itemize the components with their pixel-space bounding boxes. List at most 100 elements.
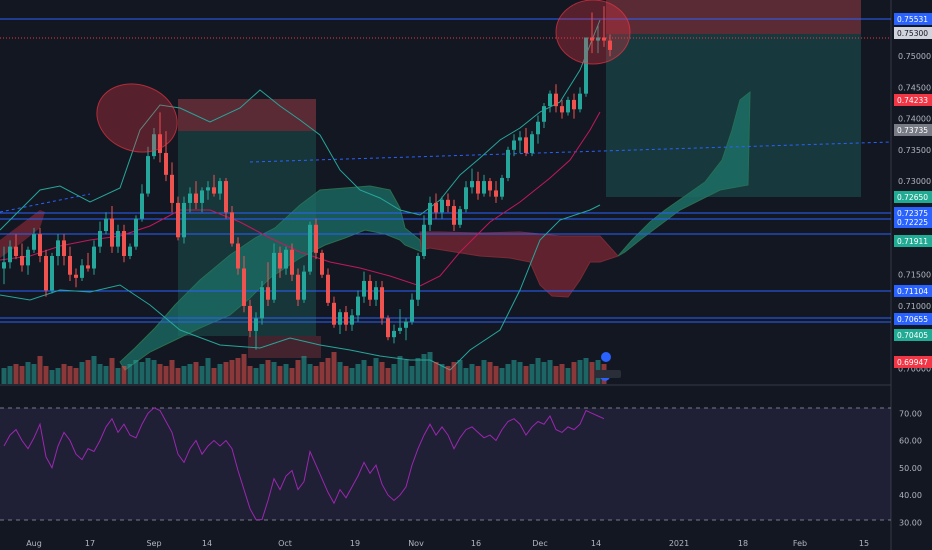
volume-bar (43, 366, 49, 384)
volume-bar (25, 362, 31, 384)
candle (92, 240, 96, 275)
candle (578, 87, 582, 113)
highlight-ellipse-sep-top (96, 83, 178, 153)
candle (266, 262, 270, 306)
volume-bar (349, 368, 355, 384)
volume-bar (19, 366, 25, 384)
candle (572, 93, 576, 119)
candle (140, 184, 144, 222)
volume-bar (379, 362, 385, 384)
candle (590, 12, 594, 54)
candle (338, 309, 342, 335)
candle (350, 309, 354, 331)
price-label: 0.70405 (894, 329, 932, 341)
horizontal-levels (0, 18, 891, 323)
volume-bars (1, 352, 607, 384)
rsi-tick-label: 60.00 (899, 437, 922, 446)
volume-bar (529, 364, 535, 384)
volume-bar (565, 368, 571, 384)
volume-bar (151, 360, 157, 384)
candle (194, 181, 198, 210)
time-tick-label: Dec (532, 539, 547, 548)
candle (44, 249, 48, 297)
time-tick-label: Nov (408, 539, 424, 548)
candle (386, 315, 390, 341)
trend-line-dashed-2 (249, 141, 892, 163)
volume-bar (145, 358, 151, 384)
volume-bar (301, 356, 307, 384)
price-tick-label: 0.74500 (898, 83, 931, 92)
volume-bar (79, 362, 85, 384)
candle (224, 177, 228, 219)
volume-bar (49, 370, 55, 384)
candle (356, 290, 360, 322)
price-tick-label: 0.73000 (898, 177, 931, 186)
candle (164, 131, 168, 182)
volume-bar (61, 364, 67, 384)
volume-bar (319, 362, 325, 384)
candle (74, 268, 78, 288)
candle (242, 256, 246, 313)
candle (602, 6, 606, 47)
candle (146, 146, 150, 197)
candle (122, 224, 126, 263)
volume-bar (469, 364, 475, 384)
volume-bar (559, 364, 565, 384)
candle (260, 280, 264, 325)
volume-bar (277, 366, 283, 384)
volume-bar (457, 360, 463, 384)
price-label: 0.75531 (894, 13, 932, 25)
candle (182, 196, 186, 244)
candle (176, 196, 180, 241)
ichimoku-cloud-bullish (119, 185, 423, 371)
volume-bar (193, 362, 199, 384)
volume-bar (229, 360, 235, 384)
time-axis: Aug 17 Sep 14 Oct 19 Nov 16 Dec 14 2021 18 Feb 15 (26, 539, 869, 548)
volume-bar (283, 364, 289, 384)
volume-bar (13, 364, 19, 384)
volume-bar (583, 358, 589, 384)
candle (428, 196, 432, 232)
candle (410, 293, 414, 325)
candle (272, 243, 276, 303)
candle (254, 312, 258, 350)
candle (362, 271, 366, 303)
candle (80, 259, 84, 281)
volume-bar (427, 352, 433, 384)
volume-bar (169, 360, 175, 384)
candle (458, 206, 462, 228)
bollinger-lower-band (0, 204, 601, 371)
candle (8, 240, 12, 269)
candle (326, 268, 330, 306)
time-tick-label: Sep (146, 539, 161, 548)
time-tick-label: 14 (202, 539, 212, 548)
candle (314, 218, 318, 260)
price-label: 0.69947 (894, 356, 932, 368)
candle (128, 243, 132, 260)
candle (464, 181, 468, 213)
price-label-text: 0.70405 (897, 331, 928, 340)
price-label-text: 0.75531 (897, 15, 928, 24)
price-label: 0.71911 (894, 235, 932, 247)
volume-bar (385, 368, 391, 384)
price-label: 0.72650 (894, 191, 932, 203)
candle (530, 131, 534, 157)
candle (440, 196, 444, 219)
highlight-ellipse-dec-top (555, 0, 631, 65)
price-tick-label: 0.75000 (898, 52, 931, 61)
candle (584, 37, 588, 97)
candle (380, 280, 384, 325)
volume-bar (499, 368, 505, 384)
volume-bar (547, 360, 553, 384)
time-tick-label: 18 (738, 539, 748, 548)
price-label-text: 0.71911 (897, 237, 928, 246)
chart-event-marker-icon[interactable] (595, 352, 621, 381)
price-tick-label: 0.74000 (898, 115, 931, 124)
candle (236, 237, 240, 275)
volume-bar (121, 366, 127, 384)
candle (548, 90, 552, 113)
volume-bar (31, 364, 37, 384)
price-label-text: 0.72225 (897, 218, 928, 227)
volume-bar (475, 366, 481, 384)
